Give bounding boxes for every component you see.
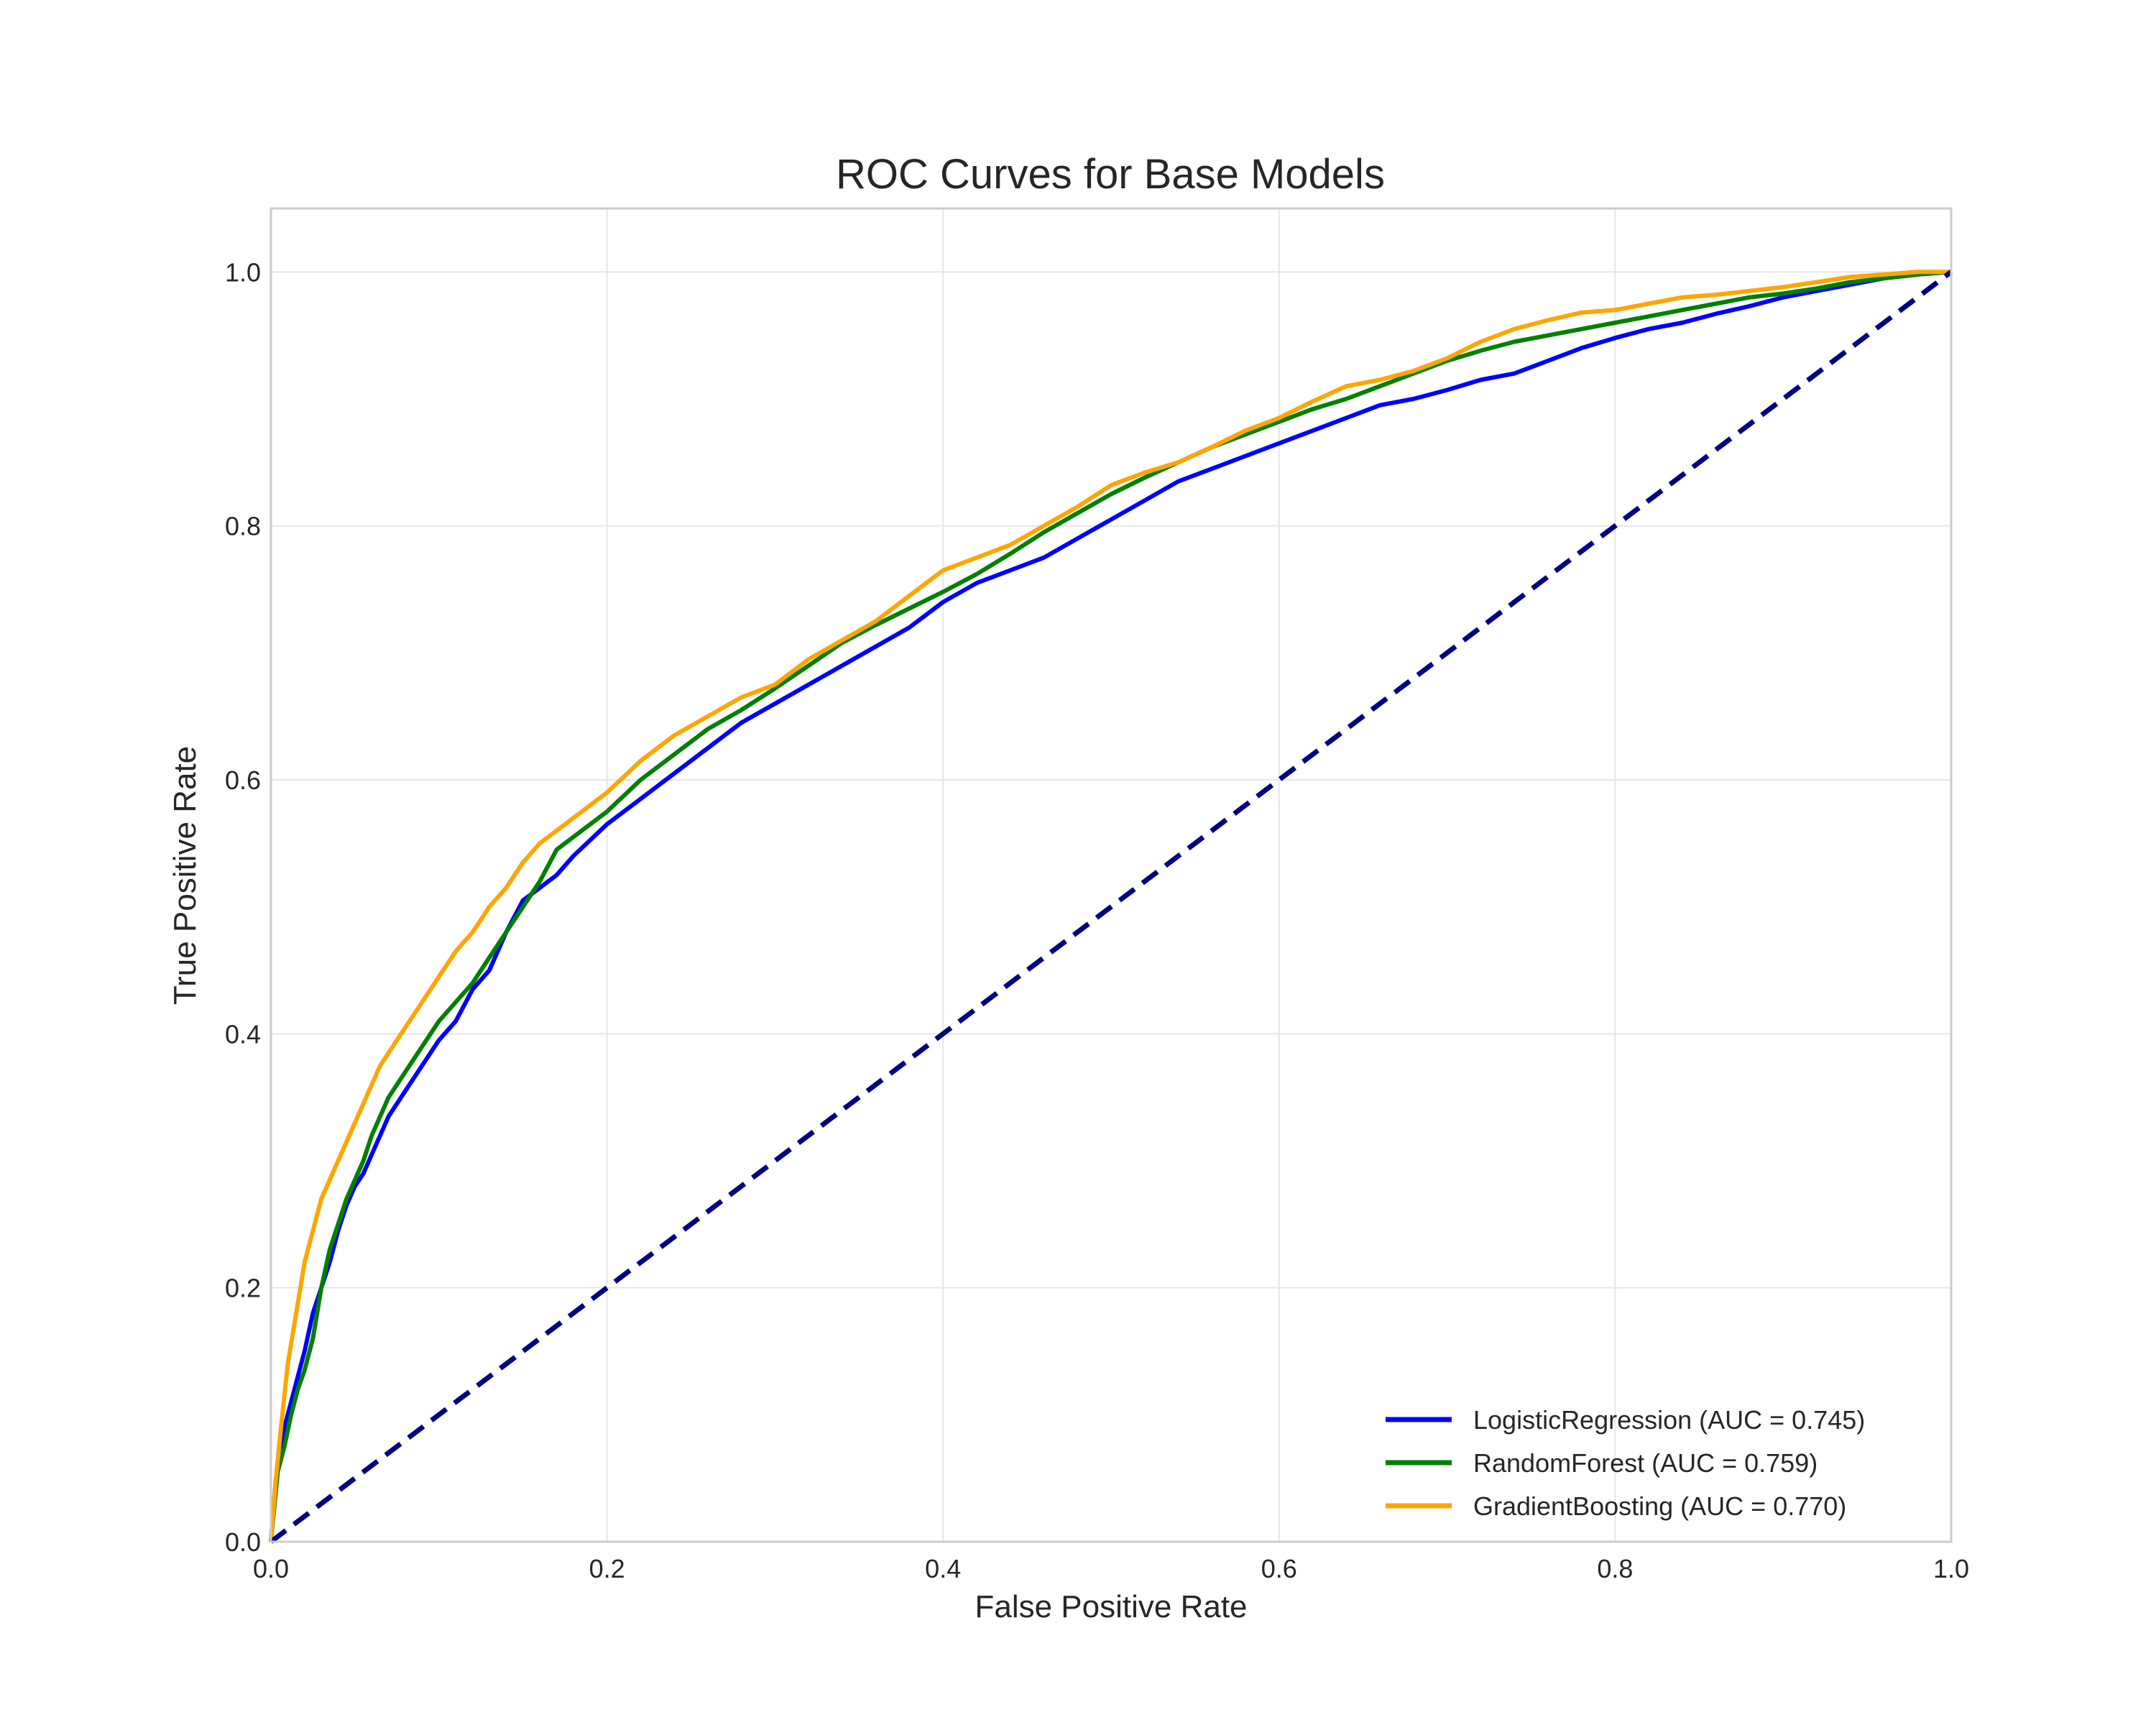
x-tick-label: 0.6 [1261,1554,1297,1583]
legend: LogisticRegression (AUC = 0.745) RandomFo… [1386,1405,1865,1521]
x-tick-label: 0.8 [1597,1554,1633,1583]
x-tick-label: 0.4 [925,1554,961,1583]
series-line [269,270,1952,1542]
y-tick-label: 0.6 [225,765,261,795]
series-line [269,270,1952,1542]
series-layer [269,270,1953,1544]
chance-diagonal-line [269,270,1953,1544]
y-tick-label: 0.2 [225,1274,261,1303]
x-tick-label: 1.0 [1933,1554,1969,1583]
legend-entry: LogisticRegression (AUC = 0.745) [1473,1405,1865,1435]
tick-labels: 0.0 0.2 0.4 0.6 0.8 1.0 0.0 0.2 0.4 0.6 0.8 1.0 [225,257,1969,1583]
x-tick-label: 0.0 [253,1554,289,1583]
y-tick-label: 0.0 [225,1527,261,1557]
x-tick-label: 0.2 [589,1554,625,1583]
x-axis-label: False Positive Rate [975,1589,1247,1624]
plot-frame [270,207,1953,1543]
y-axis-label: True Positive Rate [167,746,203,1005]
y-tick-label: 1.0 [225,257,261,287]
legend-entry: GradientBoosting (AUC = 0.770) [1473,1491,1846,1521]
y-tick-label: 0.8 [225,512,261,541]
series-line [269,270,1951,1542]
y-tick-label: 0.4 [225,1019,261,1049]
chart-title: ROC Curves for Base Models [836,151,1385,198]
legend-entry: RandomForest (AUC = 0.759) [1473,1448,1818,1478]
